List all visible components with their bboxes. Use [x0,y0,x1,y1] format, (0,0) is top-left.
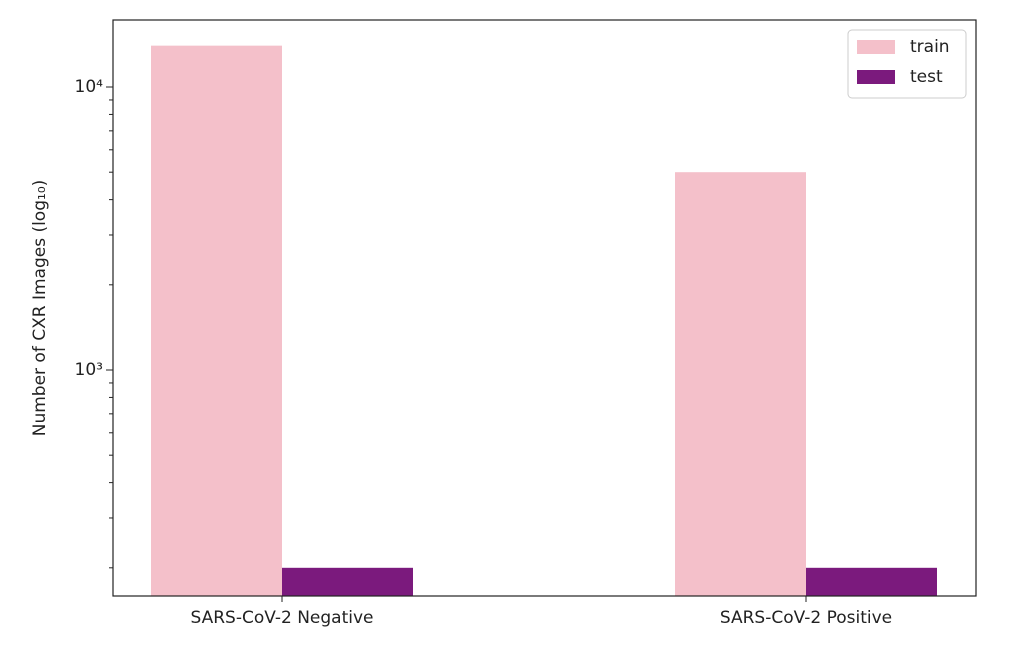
bar [151,45,282,596]
bar [675,172,806,596]
y-axis-label: Number of CXR Images (log₁₀) [30,180,50,437]
legend-label: train [910,37,950,57]
legend-label: test [910,67,943,87]
x-tick-label: SARS-CoV-2 Positive [720,608,892,628]
legend-swatch [857,70,895,84]
bar [806,567,937,596]
y-tick-label: 10⁴ [75,77,104,97]
x-tick-label: SARS-CoV-2 Negative [190,608,373,628]
bar [282,567,413,596]
legend-swatch [857,40,895,54]
y-tick-label: 10³ [75,360,103,380]
plot-frame [112,19,977,597]
